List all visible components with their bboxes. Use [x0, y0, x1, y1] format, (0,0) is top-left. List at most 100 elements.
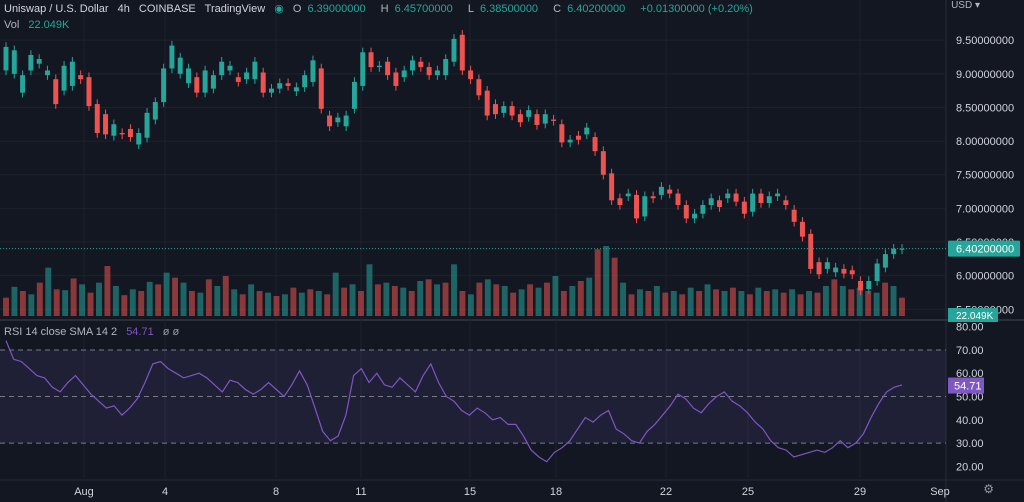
volume-legend[interactable]: Vol 22.049K — [4, 19, 75, 31]
candle-body — [177, 57, 183, 74]
candle-body — [202, 70, 208, 93]
volume-bar — [518, 289, 525, 316]
candle-body — [634, 194, 640, 219]
close-value: C 6.40200000 — [553, 3, 626, 15]
candle-body — [111, 124, 117, 136]
volume-bar — [315, 291, 322, 316]
volume-bar — [704, 284, 711, 316]
volume-bar — [265, 292, 271, 316]
candle-body — [484, 90, 490, 116]
volume-bar — [290, 287, 297, 316]
volume-bar — [28, 294, 35, 316]
volume-bar — [273, 296, 280, 316]
volume-bar — [670, 291, 677, 316]
volume-bar — [814, 292, 821, 316]
volume-bar — [298, 292, 305, 316]
candle-body — [592, 137, 598, 152]
candle-body — [775, 193, 781, 197]
volume-bar — [746, 294, 753, 316]
price-tick-label: 8.00000000 — [956, 136, 1014, 148]
candle-body — [3, 46, 9, 71]
candle-body — [799, 221, 805, 237]
candle-body — [210, 75, 216, 89]
volume-bar — [611, 257, 618, 316]
candle-body — [293, 87, 299, 92]
source-label: TradingView — [204, 3, 266, 15]
last-price-label: 6.40200000 — [956, 244, 1014, 256]
volume-bar — [476, 282, 483, 316]
candle-body — [833, 267, 839, 273]
time-tick-label: Aug — [74, 486, 94, 498]
candle-body — [434, 70, 440, 76]
volume-bar — [324, 294, 331, 316]
volume-bar — [628, 294, 635, 316]
volume-bar — [873, 292, 880, 316]
volume-value: 22.049K — [28, 19, 70, 31]
candle-body — [476, 79, 482, 96]
candle-body — [700, 205, 706, 214]
rsi-tick-label: 50.00 — [956, 392, 984, 404]
candle-body — [219, 61, 225, 76]
rsi-tick-label: 80.00 — [956, 322, 984, 334]
price-tick-label: 9.00000000 — [956, 69, 1014, 81]
rsi-legend[interactable]: RSI 14 close SMA 14 2 54.71 ø ø — [4, 326, 185, 338]
volume-bar — [637, 289, 643, 316]
candle-body — [559, 124, 565, 143]
volume-bar — [87, 292, 94, 316]
candle-body — [393, 72, 399, 86]
exchange-label: COINBASE — [138, 3, 196, 15]
volume-bar — [713, 289, 719, 316]
rsi-settings-icon[interactable]: ø ø — [162, 326, 180, 338]
volume-bar — [425, 279, 432, 316]
candle-body — [94, 104, 100, 134]
candle-body — [343, 115, 349, 127]
rsi-tick-label: 30.00 — [956, 438, 984, 450]
volume-bar — [839, 286, 846, 316]
volume-bar — [493, 284, 500, 316]
candle-body — [368, 52, 374, 68]
rsi-tick-label: 40.00 — [956, 415, 984, 427]
volume-bar — [62, 290, 69, 316]
volume-bar — [797, 294, 804, 316]
candle-body — [44, 70, 50, 76]
rsi-band — [0, 349, 946, 444]
price-tick-label: 7.50000000 — [956, 170, 1014, 182]
candle-body — [741, 201, 747, 214]
volume-label: Vol — [4, 19, 20, 31]
candle-body — [625, 193, 631, 197]
last-price-tag — [948, 240, 1020, 257]
low-value: L 6.38500000 — [467, 3, 539, 15]
volume-bar — [544, 282, 550, 316]
candle-body — [127, 128, 133, 138]
candle-body — [310, 60, 316, 82]
volume-bar — [882, 282, 889, 316]
volume-bar — [163, 272, 170, 316]
volume-bar — [865, 291, 872, 316]
volume-bar — [332, 272, 339, 316]
candle-body — [252, 61, 258, 80]
candle-body — [750, 193, 756, 212]
gear-icon[interactable]: ⚙ — [983, 482, 994, 496]
volume-bar — [231, 289, 238, 316]
candle-body — [28, 54, 34, 71]
volume-bar — [53, 289, 60, 316]
volume-bar — [679, 294, 686, 316]
axes: 9.50000000 9.00000000 8.50000000 8.00000000… — [0, 35, 1020, 498]
candle-body — [526, 110, 532, 117]
volume-bar — [417, 281, 424, 316]
candles — [3, 30, 905, 296]
candle-body — [11, 50, 17, 74]
candle-body — [103, 114, 109, 135]
candle-body — [891, 248, 897, 255]
candle-body — [716, 200, 722, 208]
volume-bar — [434, 284, 441, 316]
volume-bar — [484, 279, 491, 316]
price-tick-label: 7.00000000 — [956, 203, 1014, 215]
candle-body — [841, 268, 847, 274]
volume-bar — [146, 281, 153, 316]
candle-body — [53, 79, 59, 105]
currency-selector[interactable]: USD ▾ — [951, 0, 980, 11]
symbol-legend[interactable]: Uniswap / U.S. Dollar 4h COINBASE Tradin… — [4, 2, 759, 15]
